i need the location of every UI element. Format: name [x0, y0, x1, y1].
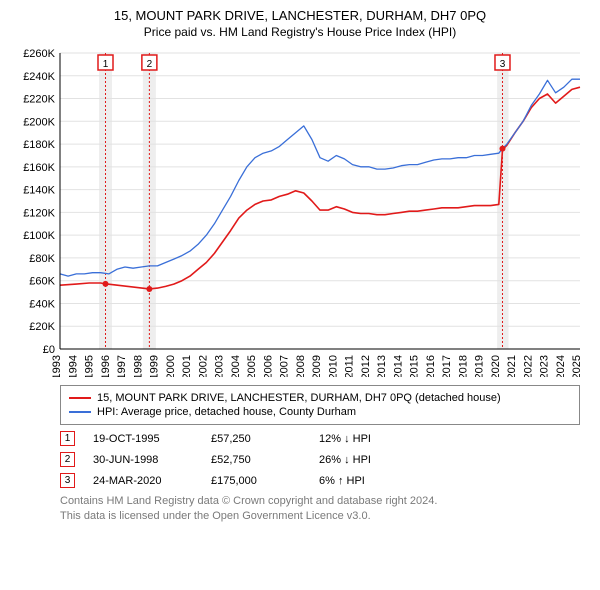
svg-text:£200K: £200K [23, 116, 55, 128]
plot-area: £0 £20K £40K £60K £80K £100K £120K £140K £160K £1… [10, 47, 590, 377]
legend: 15, MOUNT PARK DRIVE, LANCHESTER, DURHAM… [60, 385, 580, 425]
legend-swatch [69, 411, 91, 413]
svg-text:£260K: £260K [23, 48, 55, 60]
price-chart: £0 £20K £40K £60K £80K £100K £120K £140K £160K £1… [10, 47, 590, 377]
events-table: 1 19-OCT-1995 £57,250 12% ↓ HPI 2 30-JUN-1998… [60, 431, 580, 488]
page-title: 15, MOUNT PARK DRIVE, LANCHESTER, DURHAM… [10, 8, 590, 23]
svg-text:2: 2 [147, 59, 153, 70]
svg-text:2024: 2024 [555, 355, 567, 377]
legend-label: 15, MOUNT PARK DRIVE, LANCHESTER, DURHAM… [97, 392, 501, 404]
page-subtitle: Price paid vs. HM Land Registry's House … [10, 25, 590, 39]
svg-text:£240K: £240K [23, 71, 55, 83]
svg-text:£20K: £20K [29, 321, 55, 333]
svg-text:£120K: £120K [23, 207, 55, 219]
event-row: 3 24-MAR-2020 £175,000 6% ↑ HPI [60, 473, 580, 488]
svg-text:2025: 2025 [571, 355, 583, 377]
legend-swatch [69, 397, 91, 399]
svg-text:2005: 2005 [246, 355, 258, 377]
license-line-2: This data is licensed under the Open Gov… [60, 509, 580, 524]
svg-text:£40K: £40K [29, 298, 55, 310]
svg-text:2019: 2019 [474, 355, 486, 377]
event-rel: 6% ↑ HPI [319, 475, 409, 487]
event-marker: 1 [60, 431, 75, 446]
svg-text:2015: 2015 [409, 355, 421, 377]
svg-text:1996: 1996 [100, 355, 112, 377]
svg-text:2006: 2006 [262, 355, 274, 377]
svg-text:2001: 2001 [181, 355, 193, 377]
svg-text:2007: 2007 [279, 355, 291, 377]
svg-text:£60K: £60K [29, 276, 55, 288]
event-marker: 3 [60, 473, 75, 488]
event-date: 19-OCT-1995 [93, 433, 193, 445]
svg-text:2010: 2010 [327, 355, 339, 377]
event-row: 2 30-JUN-1998 £52,750 26% ↓ HPI [60, 452, 580, 467]
svg-text:1999: 1999 [149, 355, 161, 377]
svg-text:1998: 1998 [132, 355, 144, 377]
event-price: £175,000 [211, 475, 301, 487]
svg-text:1997: 1997 [116, 355, 128, 377]
svg-text:£220K: £220K [23, 94, 55, 106]
svg-text:£0: £0 [43, 344, 55, 356]
svg-text:2020: 2020 [490, 355, 502, 377]
svg-text:2009: 2009 [311, 355, 323, 377]
svg-text:2011: 2011 [344, 355, 356, 377]
svg-text:£80K: £80K [29, 253, 55, 265]
svg-text:2023: 2023 [539, 355, 551, 377]
legend-row: 15, MOUNT PARK DRIVE, LANCHESTER, DURHAM… [69, 392, 571, 404]
legend-row: HPI: Average price, detached house, Coun… [69, 406, 571, 418]
legend-label: HPI: Average price, detached house, Coun… [97, 406, 356, 418]
svg-text:2017: 2017 [441, 355, 453, 377]
event-price: £52,750 [211, 454, 301, 466]
svg-text:£140K: £140K [23, 185, 55, 197]
svg-text:2008: 2008 [295, 355, 307, 377]
event-price: £57,250 [211, 433, 301, 445]
svg-text:2022: 2022 [522, 355, 534, 377]
svg-text:2012: 2012 [360, 355, 372, 377]
svg-text:1: 1 [103, 59, 109, 70]
svg-text:2013: 2013 [376, 355, 388, 377]
svg-text:£100K: £100K [23, 230, 55, 242]
svg-text:2021: 2021 [506, 355, 518, 377]
svg-text:2004: 2004 [230, 355, 242, 377]
svg-text:1995: 1995 [84, 355, 96, 377]
event-marker: 2 [60, 452, 75, 467]
license-line-1: Contains HM Land Registry data © Crown c… [60, 494, 580, 509]
svg-text:2018: 2018 [457, 355, 469, 377]
event-rel: 26% ↓ HPI [319, 454, 409, 466]
svg-text:3: 3 [500, 59, 506, 70]
svg-text:2002: 2002 [197, 355, 209, 377]
svg-text:1993: 1993 [51, 355, 63, 377]
svg-text:2003: 2003 [214, 355, 226, 377]
svg-text:2000: 2000 [165, 355, 177, 377]
event-row: 1 19-OCT-1995 £57,250 12% ↓ HPI [60, 431, 580, 446]
event-rel: 12% ↓ HPI [319, 433, 409, 445]
svg-text:2014: 2014 [392, 355, 404, 377]
svg-text:£180K: £180K [23, 139, 55, 151]
event-date: 24-MAR-2020 [93, 475, 193, 487]
license-text: Contains HM Land Registry data © Crown c… [60, 494, 580, 524]
svg-text:2016: 2016 [425, 355, 437, 377]
event-date: 30-JUN-1998 [93, 454, 193, 466]
chart-container: 15, MOUNT PARK DRIVE, LANCHESTER, DURHAM… [0, 0, 600, 534]
svg-text:£160K: £160K [23, 162, 55, 174]
svg-text:1994: 1994 [67, 355, 79, 377]
